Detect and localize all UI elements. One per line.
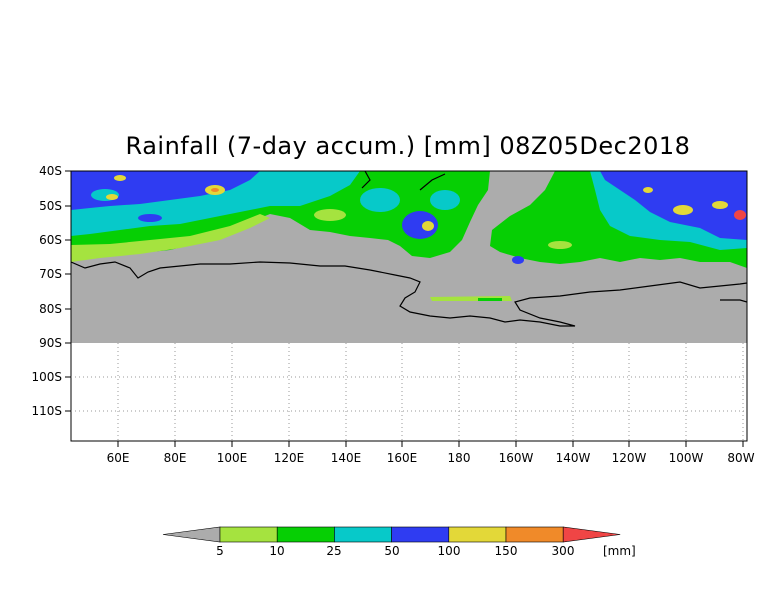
legend-label: 150: [494, 544, 518, 558]
legend-swatch: [219, 526, 278, 543]
lon-label: 120W: [611, 451, 647, 465]
lat-label: 70S: [39, 267, 62, 281]
legend-swatch-below: [162, 526, 221, 543]
lon-ticks: [117, 441, 744, 447]
legend-label: 50: [384, 544, 400, 558]
legend-label: 5: [216, 544, 224, 558]
lon-label: 160W: [498, 451, 534, 465]
lat-label: 50S: [39, 199, 62, 213]
map-frame: [70, 170, 748, 442]
rain-streak-ross-green: [478, 298, 502, 301]
legend-swatch-above: [562, 526, 621, 543]
lon-label: 140E: [330, 451, 362, 465]
lon-label: 100W: [668, 451, 704, 465]
lon-label: 80E: [163, 451, 187, 465]
coastline: [71, 171, 747, 327]
lon-label: 120E: [273, 451, 305, 465]
gridlines: [71, 343, 747, 441]
rain-cells-west: [91, 175, 460, 239]
legend-swatch: [334, 526, 392, 543]
legend-swatch: [391, 526, 450, 543]
rainfall-field: [71, 171, 747, 301]
rain-band-west-light: [71, 214, 270, 262]
legend-label: 10: [269, 544, 285, 558]
legend-swatch: [276, 526, 335, 543]
legend-label: 25: [326, 544, 342, 558]
out-of-domain-area: [71, 343, 747, 441]
lon-label: 100E: [216, 451, 248, 465]
lon-label: 180: [447, 451, 471, 465]
lat-label: 110S: [31, 404, 62, 418]
lat-label: 40S: [39, 164, 62, 178]
lat-label: 90S: [39, 336, 62, 350]
lon-label: 80W: [727, 451, 755, 465]
legend-unit: [mm]: [603, 544, 636, 558]
lat-label: 100S: [31, 370, 62, 384]
lon-label: 140W: [555, 451, 591, 465]
rain-cells-east: [512, 187, 746, 264]
legend-swatch: [505, 526, 564, 543]
legend-label: 100: [437, 544, 461, 558]
legend-swatch: [448, 526, 507, 543]
rain-band-east-blue: [600, 171, 747, 240]
lat-label: 60S: [39, 233, 62, 247]
map-title: Rainfall (7-day accum.) [mm] 08Z05Dec201…: [125, 132, 691, 160]
lat-label: 80S: [39, 302, 62, 316]
lon-label: 160E: [386, 451, 418, 465]
lat-ticks: [65, 170, 71, 412]
lon-label: 60E: [106, 451, 130, 465]
legend-label: 300: [551, 544, 575, 558]
